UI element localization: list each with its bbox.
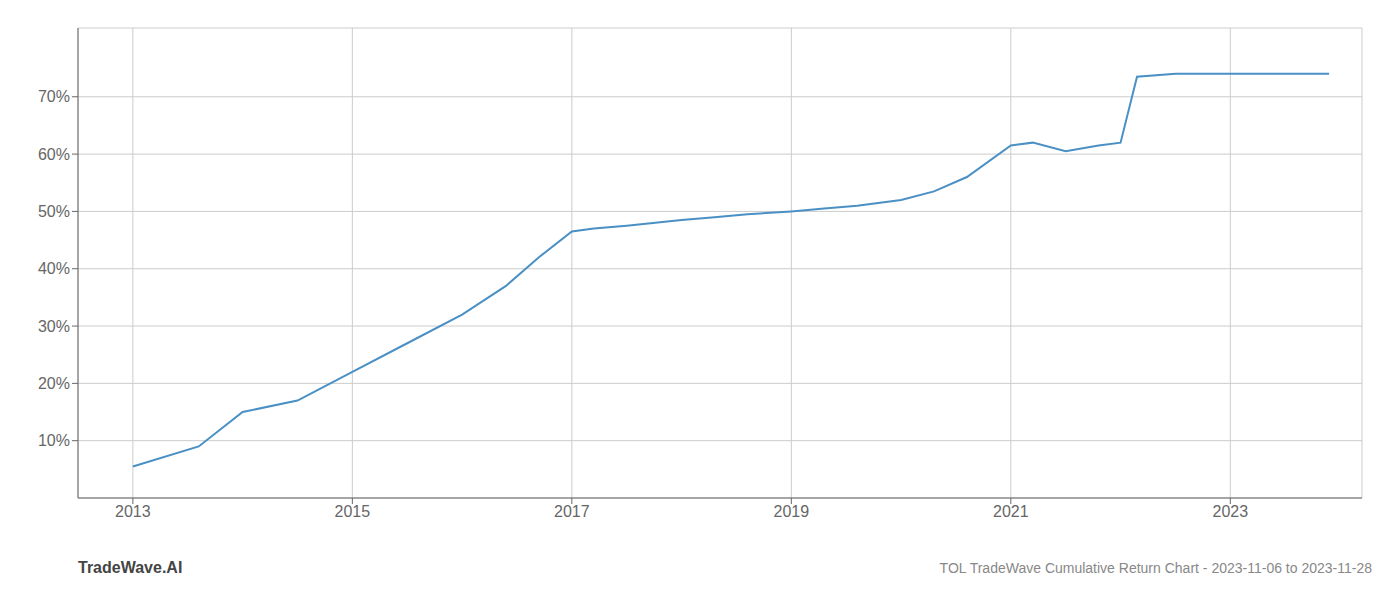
svg-text:2017: 2017 <box>554 503 590 520</box>
svg-text:20%: 20% <box>38 375 70 392</box>
svg-text:30%: 30% <box>38 318 70 335</box>
html-text:TOL TradeWave Cumulative Retur: TOL TradeWave Cumulative Return Chart - … <box>939 560 1372 576</box>
html-text:TradeWave.AI: TradeWave.AI <box>78 559 183 576</box>
svg-text:2015: 2015 <box>335 503 371 520</box>
svg-text:40%: 40% <box>38 260 70 277</box>
svg-text:2013: 2013 <box>115 503 151 520</box>
svg-text:10%: 10% <box>38 432 70 449</box>
svg-text:2021: 2021 <box>993 503 1029 520</box>
svg-text:2019: 2019 <box>774 503 810 520</box>
svg-text:2023: 2023 <box>1213 503 1249 520</box>
svg-text:60%: 60% <box>38 146 70 163</box>
svg-text:50%: 50% <box>38 203 70 220</box>
svg-text:70%: 70% <box>38 88 70 105</box>
